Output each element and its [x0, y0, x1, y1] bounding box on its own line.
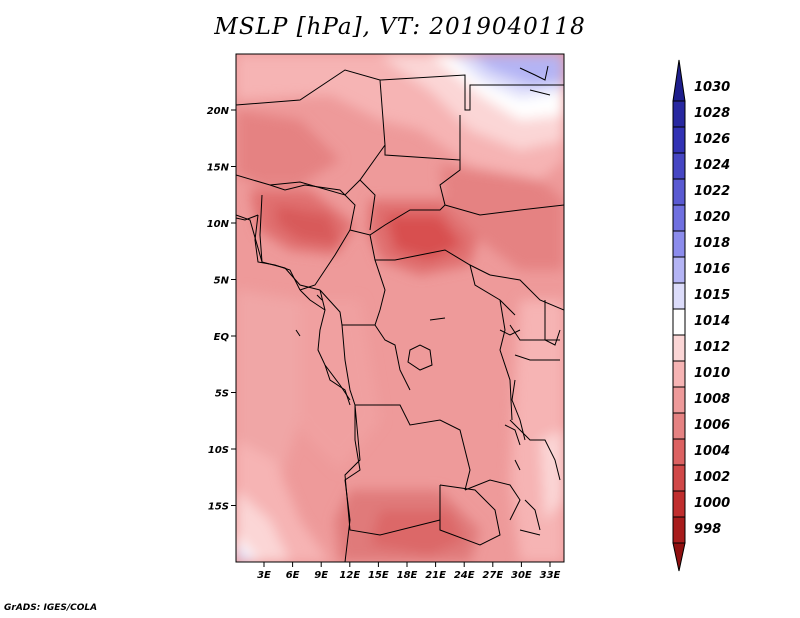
colorbar: 1030 1028 1026 1024 1022 1020 1018 1016 1015 1014…	[672, 59, 730, 572]
colorbar-label: 1018	[694, 236, 730, 251]
colorbar-bottom-arrow	[672, 542, 686, 572]
colorbar-segment	[672, 256, 686, 284]
colorbar-segment	[672, 282, 686, 310]
colorbar-segment	[672, 360, 686, 388]
colorbar-segment	[672, 126, 686, 154]
colorbar-segment	[672, 386, 686, 414]
colorbar-label: 1012	[694, 340, 730, 355]
lat-label: 10N	[207, 219, 230, 230]
colorbar-segment	[672, 152, 686, 180]
colorbar-label: 1016	[694, 262, 730, 277]
lat-label: 20N	[207, 106, 230, 117]
lon-label: 18E	[397, 570, 418, 581]
colorbar-segment	[672, 100, 686, 128]
lon-label: 21E	[425, 570, 446, 581]
colorbar-segment	[672, 516, 686, 544]
lon-label: 3E	[257, 570, 271, 581]
colorbar-label: 1020	[694, 210, 730, 225]
lat-label: 10S	[208, 445, 229, 456]
colorbar-label: 1024	[694, 158, 730, 173]
colorbar-segment	[672, 412, 686, 440]
colorbar-label: 998	[694, 522, 721, 537]
lat-label: 5N	[214, 276, 230, 287]
colorbar-segment	[672, 438, 686, 466]
colorbar-label: 1028	[694, 106, 730, 121]
colorbar-label: 1008	[694, 392, 730, 407]
colorbar-label: 1015	[694, 288, 730, 303]
lat-axis: 20N 15N 10N 5N EQ 5S 10S 15S	[207, 106, 236, 513]
colorbar-label: 1026	[694, 132, 730, 147]
map-frame	[235, 53, 565, 563]
lon-label: 12E	[339, 570, 360, 581]
colorbar-label: 1006	[694, 418, 730, 433]
map-title: MSLP [hPa], VT: 2019040118	[214, 14, 586, 40]
colorbar-segment	[672, 204, 686, 232]
colorbar-label: 1010	[694, 366, 730, 381]
colorbar-label: 1030	[694, 80, 730, 95]
lon-label: 24E	[454, 570, 475, 581]
colorbar-segment	[672, 490, 686, 518]
lon-label: 33E	[540, 570, 561, 581]
lat-label: EQ	[214, 332, 230, 343]
colorbar-segment	[672, 334, 686, 362]
colorbar-segment	[672, 230, 686, 258]
colorbar-label: 1000	[694, 496, 730, 511]
lon-label: 27E	[482, 570, 503, 581]
colorbar-segment	[672, 178, 686, 206]
lon-label: 9E	[314, 570, 328, 581]
pressure-field	[236, 54, 564, 562]
lon-label: 30E	[511, 570, 532, 581]
lat-label: 5S	[215, 389, 229, 400]
colorbar-label: 1014	[694, 314, 730, 329]
colorbar-segment	[672, 464, 686, 492]
colorbar-label: 1022	[694, 184, 730, 199]
colorbar-top-arrow	[672, 59, 686, 102]
lon-axis: 3E 6E 9E 12E 15E 18E 21E 24E 27E 30E 33E	[257, 562, 561, 581]
coastlines	[236, 65, 551, 562]
lon-label: 15E	[368, 570, 389, 581]
lat-label: 15N	[207, 163, 230, 174]
grads-credit: GrADS: IGES/COLA	[4, 603, 98, 613]
lat-label: 15S	[208, 502, 229, 513]
colorbar-label: 1002	[694, 470, 730, 485]
lon-label: 6E	[286, 570, 300, 581]
colorbar-segment	[672, 308, 686, 336]
colorbar-label: 1004	[694, 444, 730, 459]
